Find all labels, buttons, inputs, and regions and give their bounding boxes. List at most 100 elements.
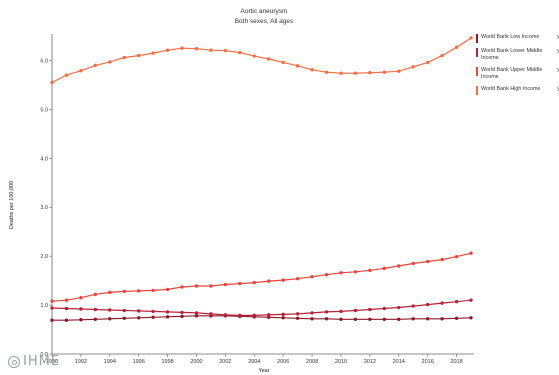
data-point (180, 310, 184, 315)
data-point (454, 316, 459, 320)
data-point (165, 287, 170, 292)
ihme-logo-icon (8, 355, 20, 368)
data-point (136, 316, 141, 320)
data-point (368, 268, 372, 273)
ihme-logo: IHME (8, 354, 60, 369)
data-point (64, 306, 69, 311)
legend-extra: y (557, 67, 559, 73)
data-point (223, 313, 228, 317)
x-tick-label: 1998 (161, 359, 173, 365)
data-point (382, 306, 387, 311)
data-point (281, 60, 285, 65)
data-point (339, 271, 343, 275)
data-point (252, 280, 256, 285)
data-point (79, 296, 83, 300)
x-tick-label: 1994 (104, 359, 116, 365)
y-tick-label: 5.0 (40, 107, 48, 113)
data-point (194, 311, 199, 315)
x-tick-label: 2012 (364, 359, 376, 365)
data-point (136, 53, 141, 58)
data-point (281, 316, 285, 320)
legend-extra: y (557, 86, 559, 92)
data-point (136, 289, 141, 293)
legend-swatch (476, 34, 478, 43)
data-point (353, 71, 358, 75)
data-point (310, 317, 314, 321)
data-point (108, 290, 112, 295)
data-point (252, 54, 256, 58)
data-point (310, 275, 314, 279)
chart-title: Aortic aneurysm (241, 8, 288, 15)
data-point (64, 73, 69, 77)
chart-axes: 0.0 1.0 2.0 3.0 4.0 5.0 6.0 1990 1992 1994 1996 199… (40, 34, 474, 365)
data-point (353, 308, 358, 313)
x-tick-label: 2006 (277, 359, 289, 365)
x-tick-label: 2004 (248, 359, 260, 365)
data-point (368, 70, 372, 75)
legend-item[interactable]: World Bank Lower Middle Income y (476, 48, 559, 62)
data-point (324, 273, 329, 277)
y-tick-label: 4.0 (40, 156, 48, 162)
legend-extra: y (557, 48, 559, 54)
data-point (440, 317, 444, 321)
data-point (397, 305, 401, 310)
data-point (295, 64, 300, 68)
data-point (238, 50, 242, 55)
x-tick-label: 2016 (422, 359, 434, 365)
data-point (368, 317, 372, 321)
data-point (454, 254, 459, 259)
legend-extra: y (557, 34, 559, 40)
data-point (50, 299, 54, 303)
x-tick-label: 2000 (190, 359, 202, 365)
y-tick-label: 1.0 (40, 303, 48, 309)
y-axis-label: Deaths per 100,000 (9, 181, 15, 229)
data-point (295, 276, 300, 281)
series-layer (50, 36, 473, 322)
data-point (209, 48, 213, 52)
legend-label: World Bank High Income (481, 86, 541, 92)
data-point (180, 285, 184, 289)
legend-label: World Bank Upper Middle Income (481, 67, 543, 80)
x-axis-label: Year (258, 368, 269, 374)
data-point (238, 281, 242, 286)
data-point (281, 278, 285, 282)
data-point (353, 270, 358, 274)
x-tick-label: 2014 (393, 359, 405, 365)
chart-subtitle: Both sexes, All ages (235, 18, 294, 25)
data-point (223, 48, 228, 53)
data-point (267, 279, 271, 283)
data-point (310, 311, 314, 315)
data-point (310, 68, 314, 72)
y-tick-label: 2.0 (40, 254, 48, 260)
data-point (50, 318, 54, 322)
data-point (440, 257, 444, 262)
data-point (267, 315, 271, 320)
data-point (382, 317, 387, 321)
data-point (353, 317, 358, 321)
data-point (425, 302, 430, 307)
series-line (51, 37, 472, 84)
data-point (122, 316, 126, 320)
data-point (339, 309, 343, 314)
legend-item[interactable]: World Bank Upper Middle Income y (476, 67, 559, 81)
data-point (397, 317, 401, 321)
data-point (93, 292, 98, 297)
x-tick-label: 2010 (335, 359, 347, 365)
data-point (180, 46, 184, 50)
data-point (50, 306, 54, 310)
data-point (165, 315, 170, 319)
legend-item[interactable]: World Bank Low Income y (476, 34, 559, 43)
legend-item[interactable]: World Bank High Income y (476, 86, 559, 95)
data-point (411, 304, 415, 308)
data-point (108, 60, 112, 64)
data-point (108, 308, 112, 312)
legend-swatch (476, 67, 478, 76)
y-tick-label: 0.0 (40, 352, 48, 358)
x-tick-label: 2008 (306, 359, 318, 365)
data-point (368, 307, 372, 312)
data-point (295, 316, 300, 320)
series-line (52, 315, 472, 321)
data-point (93, 317, 98, 321)
x-tick-label: 1992 (75, 359, 87, 365)
